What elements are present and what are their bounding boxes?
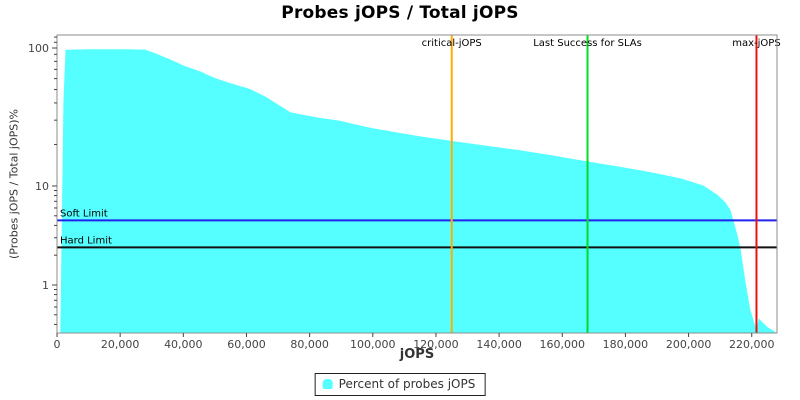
x-tick-label: 40,000 (164, 338, 203, 351)
marker-line-label: Last Success for SLAs (533, 38, 642, 49)
x-tick-label: 180,000 (603, 338, 649, 351)
x-tick-label: 120,000 (413, 338, 459, 351)
x-tick-label: 20,000 (101, 338, 140, 351)
x-axis-label: jOPS (399, 347, 435, 362)
limit-line-label: Hard Limit (60, 235, 112, 246)
limit-line-label: Soft Limit (60, 208, 108, 219)
legend-label: Percent of probes jOPS (338, 377, 476, 391)
area-series (60, 49, 776, 333)
legend: Percent of probes jOPS (314, 373, 486, 396)
x-tick-label: 100,000 (350, 338, 396, 351)
x-tick-label: 160,000 (540, 338, 586, 351)
x-tick-label: 220,000 (729, 338, 775, 351)
marker-line-label: max-jOPS (732, 38, 780, 49)
plot-area: Soft Limit Hard Limit critical-jOPS Last Su… (28, 34, 781, 351)
y-tick-label: 100 (28, 42, 49, 55)
series-swatch-icon (322, 379, 333, 389)
x-tick-label: 0 (54, 338, 61, 351)
x-tick-label: 200,000 (666, 338, 712, 351)
y-tick-label: 1 (42, 279, 49, 292)
x-tick-label: 80,000 (290, 338, 329, 351)
x-tick-label: 140,000 (476, 338, 522, 351)
y-axis-label: (Probes jOPS / Total jOPS)% (7, 108, 21, 260)
plot-border (56, 34, 778, 334)
x-tick-label: 60,000 (227, 338, 266, 351)
marker-line-label: critical-jOPS (422, 38, 482, 49)
chart-title: Probes jOPS / Total jOPS (281, 3, 519, 23)
y-tick-label: 10 (35, 180, 49, 193)
